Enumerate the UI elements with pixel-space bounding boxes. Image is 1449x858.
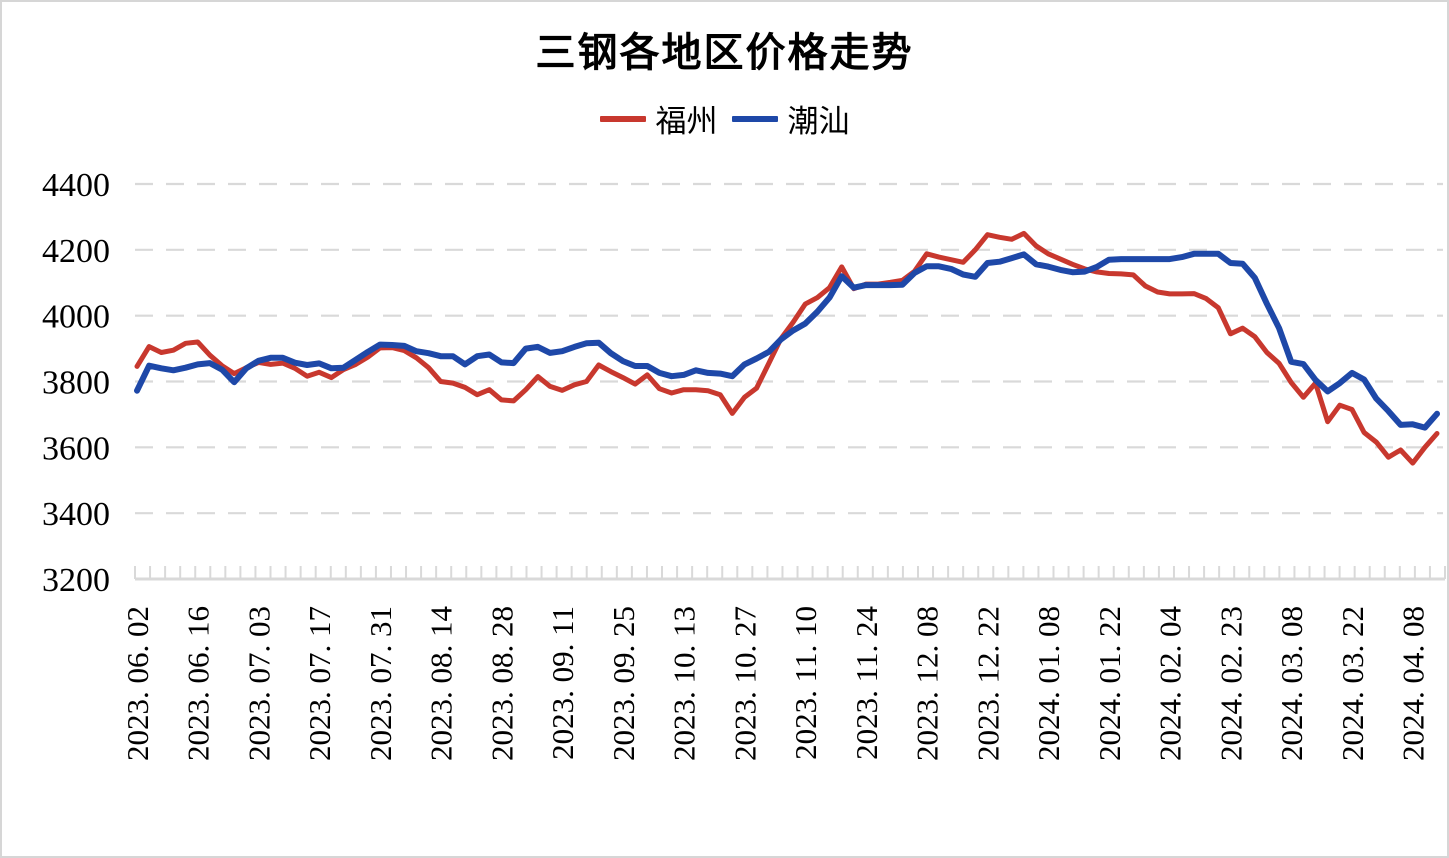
x-tick-label: 2024. 03. 08	[1274, 606, 1309, 761]
x-tick-label: 2023. 07. 17	[302, 606, 337, 761]
chaoshan-line-swatch	[731, 115, 778, 122]
y-tick-label: 4000	[42, 299, 110, 336]
x-tick-label: 2023. 09. 25	[606, 606, 641, 761]
fuzhou-line-swatch	[599, 115, 646, 122]
x-tick-label: 2023. 08. 14	[424, 606, 459, 762]
y-tick-label: 3400	[42, 496, 110, 533]
x-tick-label: 2023. 08. 28	[484, 606, 519, 761]
x-tick-label: 2023. 12. 08	[910, 606, 945, 761]
x-tick-label: 2023. 07. 03	[241, 606, 276, 761]
fuzhou-legend-label: 福州	[655, 104, 718, 139]
x-tick-label: 2024. 02. 04	[1153, 606, 1188, 762]
x-tick-label: 2023. 10. 13	[667, 606, 702, 761]
y-tick-label: 4200	[42, 233, 110, 270]
x-tick-label: 2023. 11. 24	[849, 606, 884, 760]
y-tick-label: 3200	[42, 562, 110, 599]
x-tick-label: 2023. 09. 11	[545, 606, 580, 760]
y-tick-label: 3600	[42, 430, 110, 467]
legend-item-chaoshan: 潮汕	[731, 96, 850, 141]
x-tick-label: 2024. 01. 22	[1092, 606, 1127, 761]
x-tick-label: 2023. 12. 22	[970, 606, 1005, 761]
x-tick-label: 2024. 01. 08	[1031, 606, 1066, 761]
x-tick-label: 2023. 07. 31	[363, 606, 398, 761]
chart-title: 三钢各地区价格走势	[535, 30, 914, 75]
chaoshan-legend-label: 潮汕	[787, 104, 850, 139]
y-tick-label: 4400	[42, 167, 110, 204]
x-tick-label: 2023. 06. 16	[181, 606, 216, 761]
legend-item-fuzhou: 福州	[599, 96, 718, 141]
x-tick-label: 2023. 06. 02	[120, 606, 155, 761]
x-tick-label: 2024. 02. 23	[1213, 606, 1248, 761]
y-tick-label: 3800	[42, 365, 110, 402]
legend: 福州 潮汕	[2, 96, 1447, 141]
x-tick-label: 2024. 03. 22	[1335, 606, 1370, 761]
x-tick-label: 2023. 10. 27	[727, 606, 762, 761]
fuzhou-series-line	[134, 230, 1440, 466]
x-tick-label: 2023. 11. 10	[788, 606, 823, 760]
chaoshan-series-line	[134, 250, 1440, 431]
x-tick-label: 2024. 04. 08	[1396, 606, 1431, 761]
